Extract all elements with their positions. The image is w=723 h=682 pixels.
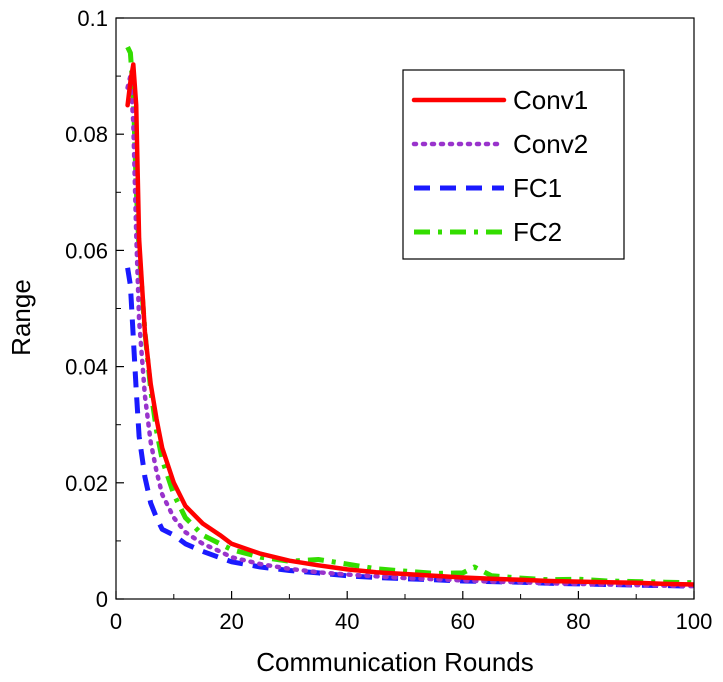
x-tick-label: 20 [219,609,243,634]
y-tick-label: 0.02 [65,471,108,496]
legend-label-conv1: Conv1 [513,85,588,115]
y-tick-label: 0.08 [65,122,108,147]
x-axis-title: Communication Rounds [256,647,533,677]
x-tick-label: 60 [451,609,475,634]
y-tick-label: 0 [96,587,108,612]
legend-label-conv2: Conv2 [513,129,588,159]
y-tick-label: 0.04 [65,355,108,380]
y-tick-label: 0.1 [77,6,108,31]
legend-label-fc1: FC1 [513,173,562,203]
series-line-conv1 [125,62,694,587]
y-tick-label: 0.06 [65,238,108,263]
series-line-conv2 [125,73,694,589]
legend-label-fc2: FC2 [513,217,562,247]
x-tick-label: 80 [566,609,590,634]
x-tick-label: 100 [676,609,713,634]
x-tick-label: 0 [110,609,122,634]
x-tick-label: 40 [335,609,359,634]
y-axis-title: Range [6,279,36,356]
